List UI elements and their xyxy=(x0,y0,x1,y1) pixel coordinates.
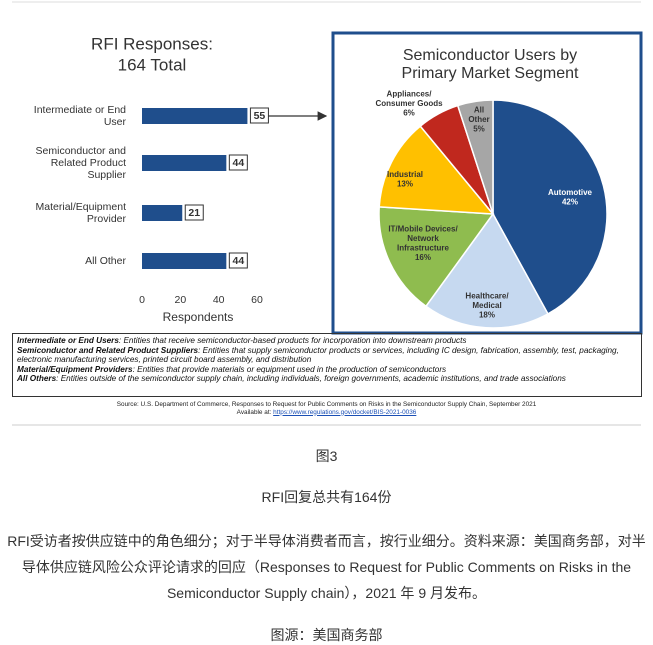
definition-text: : Entities that supply semiconductor pro… xyxy=(17,345,619,365)
pie-slice xyxy=(378,206,495,308)
y-tick-label: Semiconductor and Related Product Supplier xyxy=(36,145,127,181)
value-box xyxy=(249,107,269,124)
definition-text: : Entities that receive semiconductor-ba… xyxy=(118,336,467,345)
slice-label: Healthcare/Medical xyxy=(465,291,509,310)
slice-label-line: Healthcare/ xyxy=(465,291,509,300)
x-tick-label: 0 xyxy=(139,294,145,306)
slice-label-line: Automotive xyxy=(548,188,593,197)
pie-slice xyxy=(492,99,608,315)
slice-value: 5% xyxy=(473,124,485,133)
definition-term: Intermediate or End Users xyxy=(17,336,119,345)
bar xyxy=(142,253,227,269)
chart-title: RFI Responses: 164 Total xyxy=(91,35,213,75)
slice-label-line: Network xyxy=(407,234,439,243)
definition: Semiconductor and Related Product Suppli… xyxy=(17,346,637,365)
image-source: 图源：美国商务部 xyxy=(270,627,383,643)
chart-title-line: RFI Responses: xyxy=(91,35,213,54)
definition-term: Material/Equipment Providers xyxy=(17,364,133,374)
x-tick-label: 20 xyxy=(174,294,186,306)
definition: All Others: Entities outside of the semi… xyxy=(17,374,637,384)
y-tick-label-line: Material/Equipment xyxy=(36,201,127,213)
x-tick-label: 60 xyxy=(251,294,263,306)
chart-title-line: Semiconductor Users by xyxy=(403,47,577,64)
y-tick-label-line: Supplier xyxy=(87,169,126,181)
chart-title-line: 164 Total xyxy=(118,56,187,75)
caption: RFI回复总共有164份 xyxy=(261,489,392,505)
source: Source: U.S. Department of Commerce, Res… xyxy=(0,401,653,416)
bar xyxy=(142,155,227,171)
pie-slice xyxy=(424,212,549,329)
y-tick-label: Material/Equipment Provider xyxy=(36,201,127,225)
slice-value: 13% xyxy=(397,180,413,189)
definition-term: Semiconductor and Related Product Suppli… xyxy=(17,345,199,355)
y-tick-label-line: All Other xyxy=(85,255,126,267)
pie-slice xyxy=(378,125,495,215)
y-tick-label-line: Intermediate or End xyxy=(34,104,126,116)
y-tick-label: All Other xyxy=(85,255,126,267)
available-label: Available at: xyxy=(236,408,274,416)
value-label: 44 xyxy=(232,255,244,267)
slice-value: 6% xyxy=(403,108,415,117)
y-tick-label-line: Semiconductor and xyxy=(36,145,127,157)
x-axis-label: Respondents xyxy=(163,310,234,324)
slice-label: All Other xyxy=(468,105,489,124)
slice-label-line: Industrial xyxy=(387,170,423,179)
slice-label-line: Medical xyxy=(472,301,501,310)
slice-label: Appliances/Consumer Goods xyxy=(375,89,443,108)
definition-term: All Others xyxy=(17,374,57,384)
value-label: 55 xyxy=(254,110,266,122)
slice-label-line: Infrastructure xyxy=(397,244,450,253)
slice-label: Automotive xyxy=(548,188,593,197)
bar xyxy=(142,205,183,221)
chart-title-line: Primary Market Segment xyxy=(402,65,579,82)
description: RFI受访者按供应链中的角色细分；对于半导体消费者而言，按行业细分。资料来源：美… xyxy=(7,533,646,601)
slice-label-line: Other xyxy=(468,115,489,124)
definition-text: : Entities that provide materials or equ… xyxy=(132,364,447,374)
value-label: 21 xyxy=(188,207,200,219)
source-line: Source: U.S. Department of Commerce, Res… xyxy=(116,401,537,408)
y-tick-label-line: Provider xyxy=(87,213,127,225)
value-label: 44 xyxy=(232,157,244,169)
slice-label: Industrial xyxy=(387,170,423,179)
slice-label-line: All xyxy=(474,105,484,114)
figure-label: 图3 xyxy=(315,448,338,464)
slice-label: IT/Mobile Devices/Network Infrastructure xyxy=(388,225,458,253)
slice-label-line: IT/Mobile Devices/ xyxy=(388,225,458,234)
y-tick-label-line: Related Product xyxy=(51,157,126,169)
source-link[interactable]: https://www.regulations.gov/docket/BIS-2… xyxy=(273,408,417,416)
definition-text: : Entities outside of the semiconductor … xyxy=(56,374,566,384)
definitions: Intermediate or End Users: Entities that… xyxy=(12,333,642,397)
slice-label-line: Consumer Goods xyxy=(375,99,443,108)
bar xyxy=(142,108,248,124)
definition: Material/Equipment Providers: Entities t… xyxy=(17,365,637,375)
definition: Intermediate or End Users: Entities that… xyxy=(17,336,637,346)
slice-label-line: Appliances/ xyxy=(387,89,433,98)
pie-slice xyxy=(456,99,494,215)
slice-value: 42% xyxy=(562,198,578,207)
value-box xyxy=(228,154,248,171)
value-box xyxy=(184,204,204,221)
x-tick-label: 40 xyxy=(213,294,225,306)
chart-title: Semiconductor Users by Primary Market Seg… xyxy=(402,47,579,82)
value-box xyxy=(228,252,248,269)
y-tick-label: Intermediate or End User xyxy=(34,104,127,128)
slice-value: 18% xyxy=(479,310,495,319)
y-tick-label-line: User xyxy=(104,116,127,128)
source-available: Available at: https://www.regulations.go… xyxy=(0,409,653,417)
slice-value: 16% xyxy=(415,253,431,262)
